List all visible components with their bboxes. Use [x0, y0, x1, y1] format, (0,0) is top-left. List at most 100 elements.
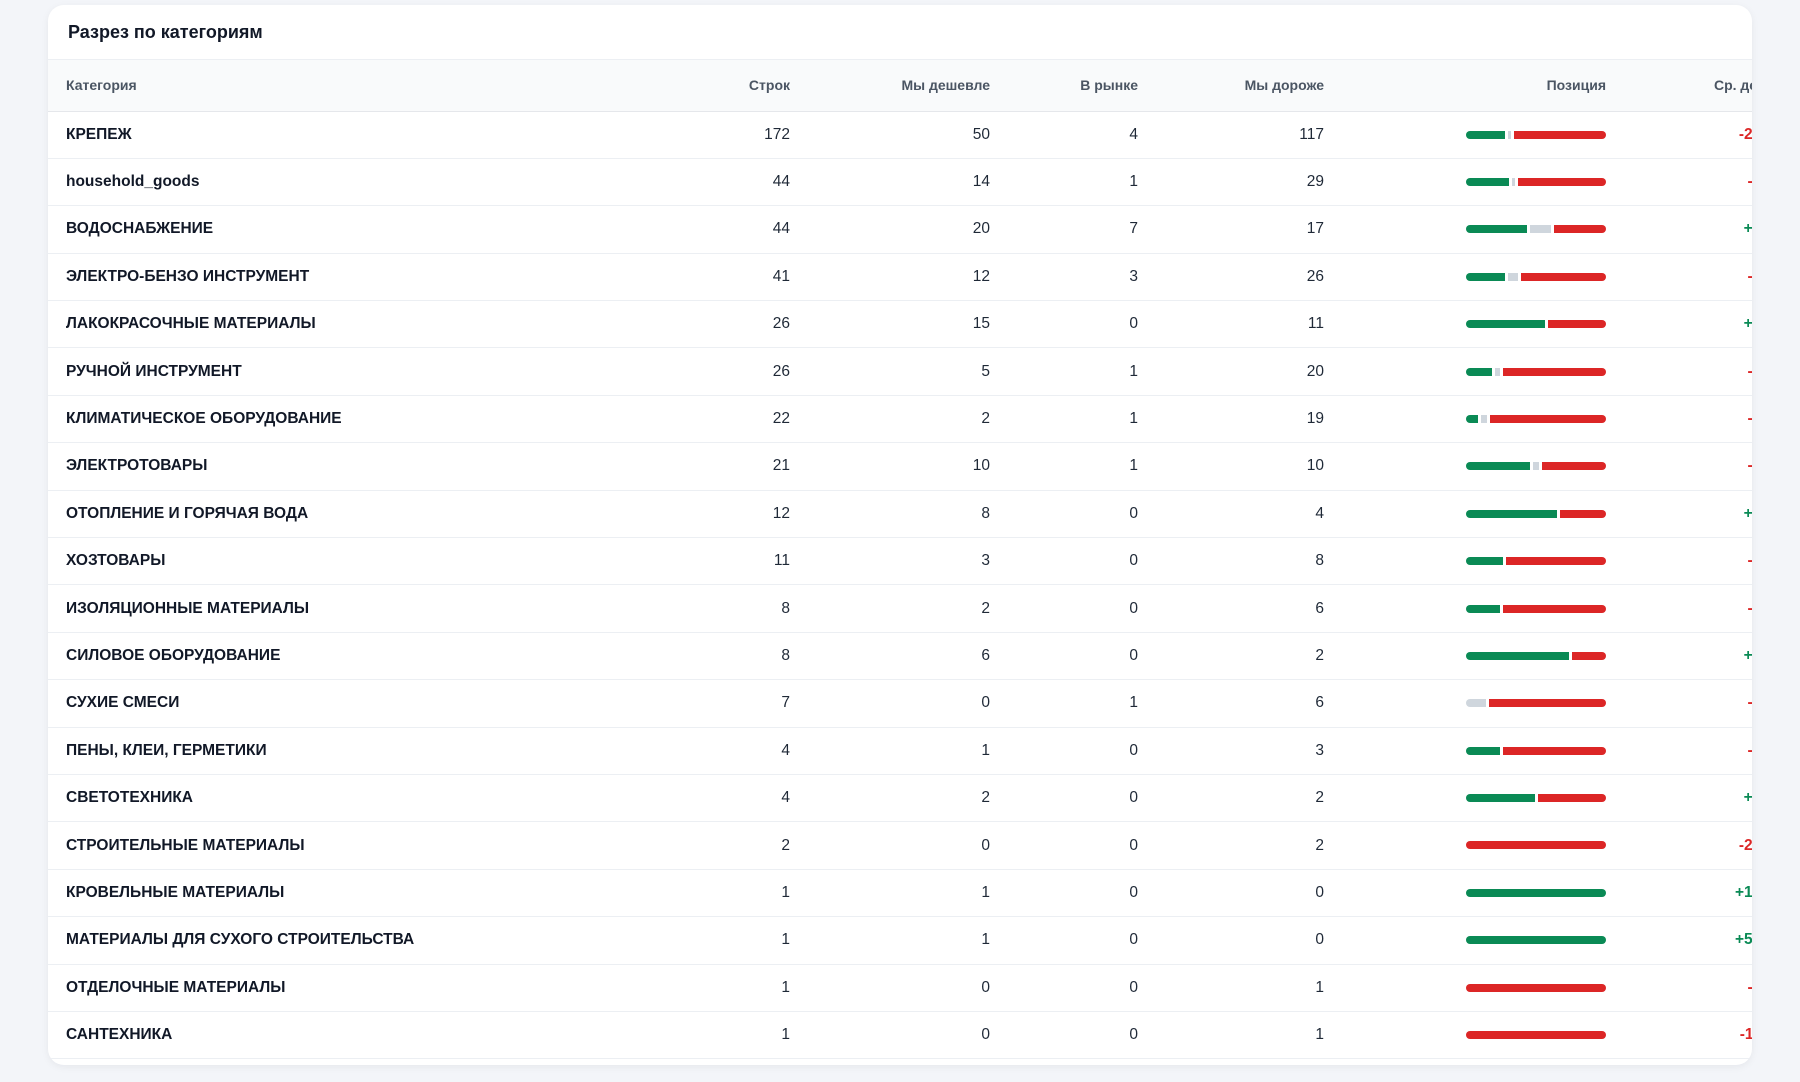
position-bar-gap — [1500, 604, 1504, 613]
avg-delta-cell: -6.7% — [1624, 442, 1752, 491]
avg-delta-cell: -7.7% — [1624, 395, 1752, 444]
position-bar-cheaper-segment — [1466, 225, 1527, 234]
category-cell: СИЛОВОЕ ОБОРУДОВАНИЕ — [48, 632, 618, 681]
dearer-count-cell: 6 — [1156, 584, 1342, 633]
position-bar-market-segment — [1494, 367, 1500, 376]
rows-count-cell: 1 — [618, 869, 808, 918]
in-market-count-cell: 0 — [1008, 632, 1156, 681]
position-cell — [1342, 300, 1624, 349]
position-bar-gap — [1534, 794, 1538, 803]
column-header-position[interactable]: Позиция — [1342, 60, 1624, 112]
avg-delta-cell: -25.5% — [1624, 111, 1752, 159]
position-bar-market-segment — [1466, 699, 1486, 708]
category-cell: МАТЕРИАЛЫ ДЛЯ СУХОГО СТРОИТЕЛЬСТВА — [48, 916, 618, 965]
column-header-cheaper[interactable]: Мы дешевле — [808, 60, 1008, 112]
avg-delta-cell: -3.0% — [1624, 253, 1752, 302]
position-cell — [1342, 537, 1624, 586]
rows-count-cell: 26 — [618, 300, 808, 349]
position-bar-gap — [1526, 225, 1530, 234]
position-bar-gap — [1551, 225, 1555, 234]
category-cell: СТРОИТЕЛЬНЫЕ МАТЕРИАЛЫ — [48, 821, 618, 870]
dearer-count-cell: 6 — [1156, 679, 1342, 728]
position-bar-gap — [1500, 746, 1504, 755]
position-cell — [1342, 205, 1624, 254]
position-bar — [1466, 651, 1606, 660]
position-bar-gap — [1505, 272, 1509, 281]
position-bar-dearer-segment — [1466, 841, 1606, 850]
position-bar — [1466, 888, 1606, 897]
position-bar-market-segment — [1508, 130, 1512, 139]
position-cell — [1342, 869, 1624, 918]
in-market-count-cell: 1 — [1008, 158, 1156, 207]
card-header: Разрез по категориям — [48, 5, 1752, 60]
position-bar-gap — [1508, 177, 1512, 186]
in-market-count-cell: 7 — [1008, 205, 1156, 254]
position-bar-cheaper-segment — [1466, 651, 1569, 660]
rows-count-cell: 1 — [618, 964, 808, 1012]
cheaper-count-cell: 15 — [808, 300, 1008, 349]
rows-count-cell: 2 — [618, 821, 808, 870]
column-header-in-market[interactable]: В рынке — [1008, 60, 1156, 112]
table-row[interactable]: МАТЕРИАЛЫ ДЛЯ СУХОГО СТРОИТЕЛЬСТВА 1 1 0 0 +5… — [48, 916, 1752, 965]
position-bar-market-segment — [1481, 414, 1488, 423]
column-header-category[interactable]: Категория — [48, 60, 618, 112]
avg-delta-cell: -11.0% — [1624, 1011, 1752, 1060]
position-bar — [1466, 699, 1606, 708]
rows-count-cell: 1 — [618, 1011, 808, 1060]
cheaper-count-cell: 20 — [808, 205, 1008, 254]
position-cell — [1342, 442, 1624, 491]
category-cell: СВЕТОТЕХНИКА — [48, 774, 618, 823]
dearer-count-cell: 29 — [1156, 158, 1342, 207]
column-header-dearer[interactable]: Мы дороже — [1156, 60, 1342, 112]
avg-delta-cell: -4.1% — [1624, 679, 1752, 728]
category-cell: ОТДЕЛОЧНЫЕ МАТЕРИАЛЫ — [48, 964, 618, 1012]
category-cell: ИЗОЛЯЦИОННЫЕ МАТЕРИАЛЫ — [48, 584, 618, 633]
avg-delta-cell: -9.9% — [1624, 347, 1752, 396]
rows-count-cell: 1 — [618, 916, 808, 965]
position-bar-gap — [1503, 557, 1507, 566]
position-bar-cheaper-segment — [1466, 272, 1506, 281]
in-market-count-cell: 0 — [1008, 300, 1156, 349]
position-bar — [1466, 130, 1606, 139]
column-header-rows[interactable]: Строк — [618, 60, 808, 112]
avg-delta-cell: +4.5% — [1624, 632, 1752, 681]
cheaper-count-cell: 1 — [808, 916, 1008, 965]
position-bar — [1466, 462, 1606, 471]
position-bar — [1466, 841, 1606, 850]
position-bar-gap — [1487, 414, 1491, 423]
rows-count-cell: 22 — [618, 395, 808, 444]
category-cell: КРЕПЕЖ — [48, 111, 618, 159]
position-bar — [1466, 604, 1606, 613]
position-bar-dearer-segment — [1466, 1031, 1606, 1040]
avg-delta-cell: +16.3% — [1624, 869, 1752, 918]
position-bar-cheaper-segment — [1466, 746, 1501, 755]
dearer-count-cell: 26 — [1156, 253, 1342, 302]
in-market-count-cell: 1 — [1008, 679, 1156, 728]
avg-delta-cell: +6.2% — [1624, 490, 1752, 539]
position-cell — [1342, 679, 1624, 728]
position-cell — [1342, 253, 1624, 302]
in-market-count-cell: 0 — [1008, 537, 1156, 586]
column-header-avg-delta[interactable]: Ср. дельта — [1624, 60, 1752, 112]
in-market-count-cell: 0 — [1008, 1011, 1156, 1060]
cheaper-count-cell: 1 — [808, 869, 1008, 918]
